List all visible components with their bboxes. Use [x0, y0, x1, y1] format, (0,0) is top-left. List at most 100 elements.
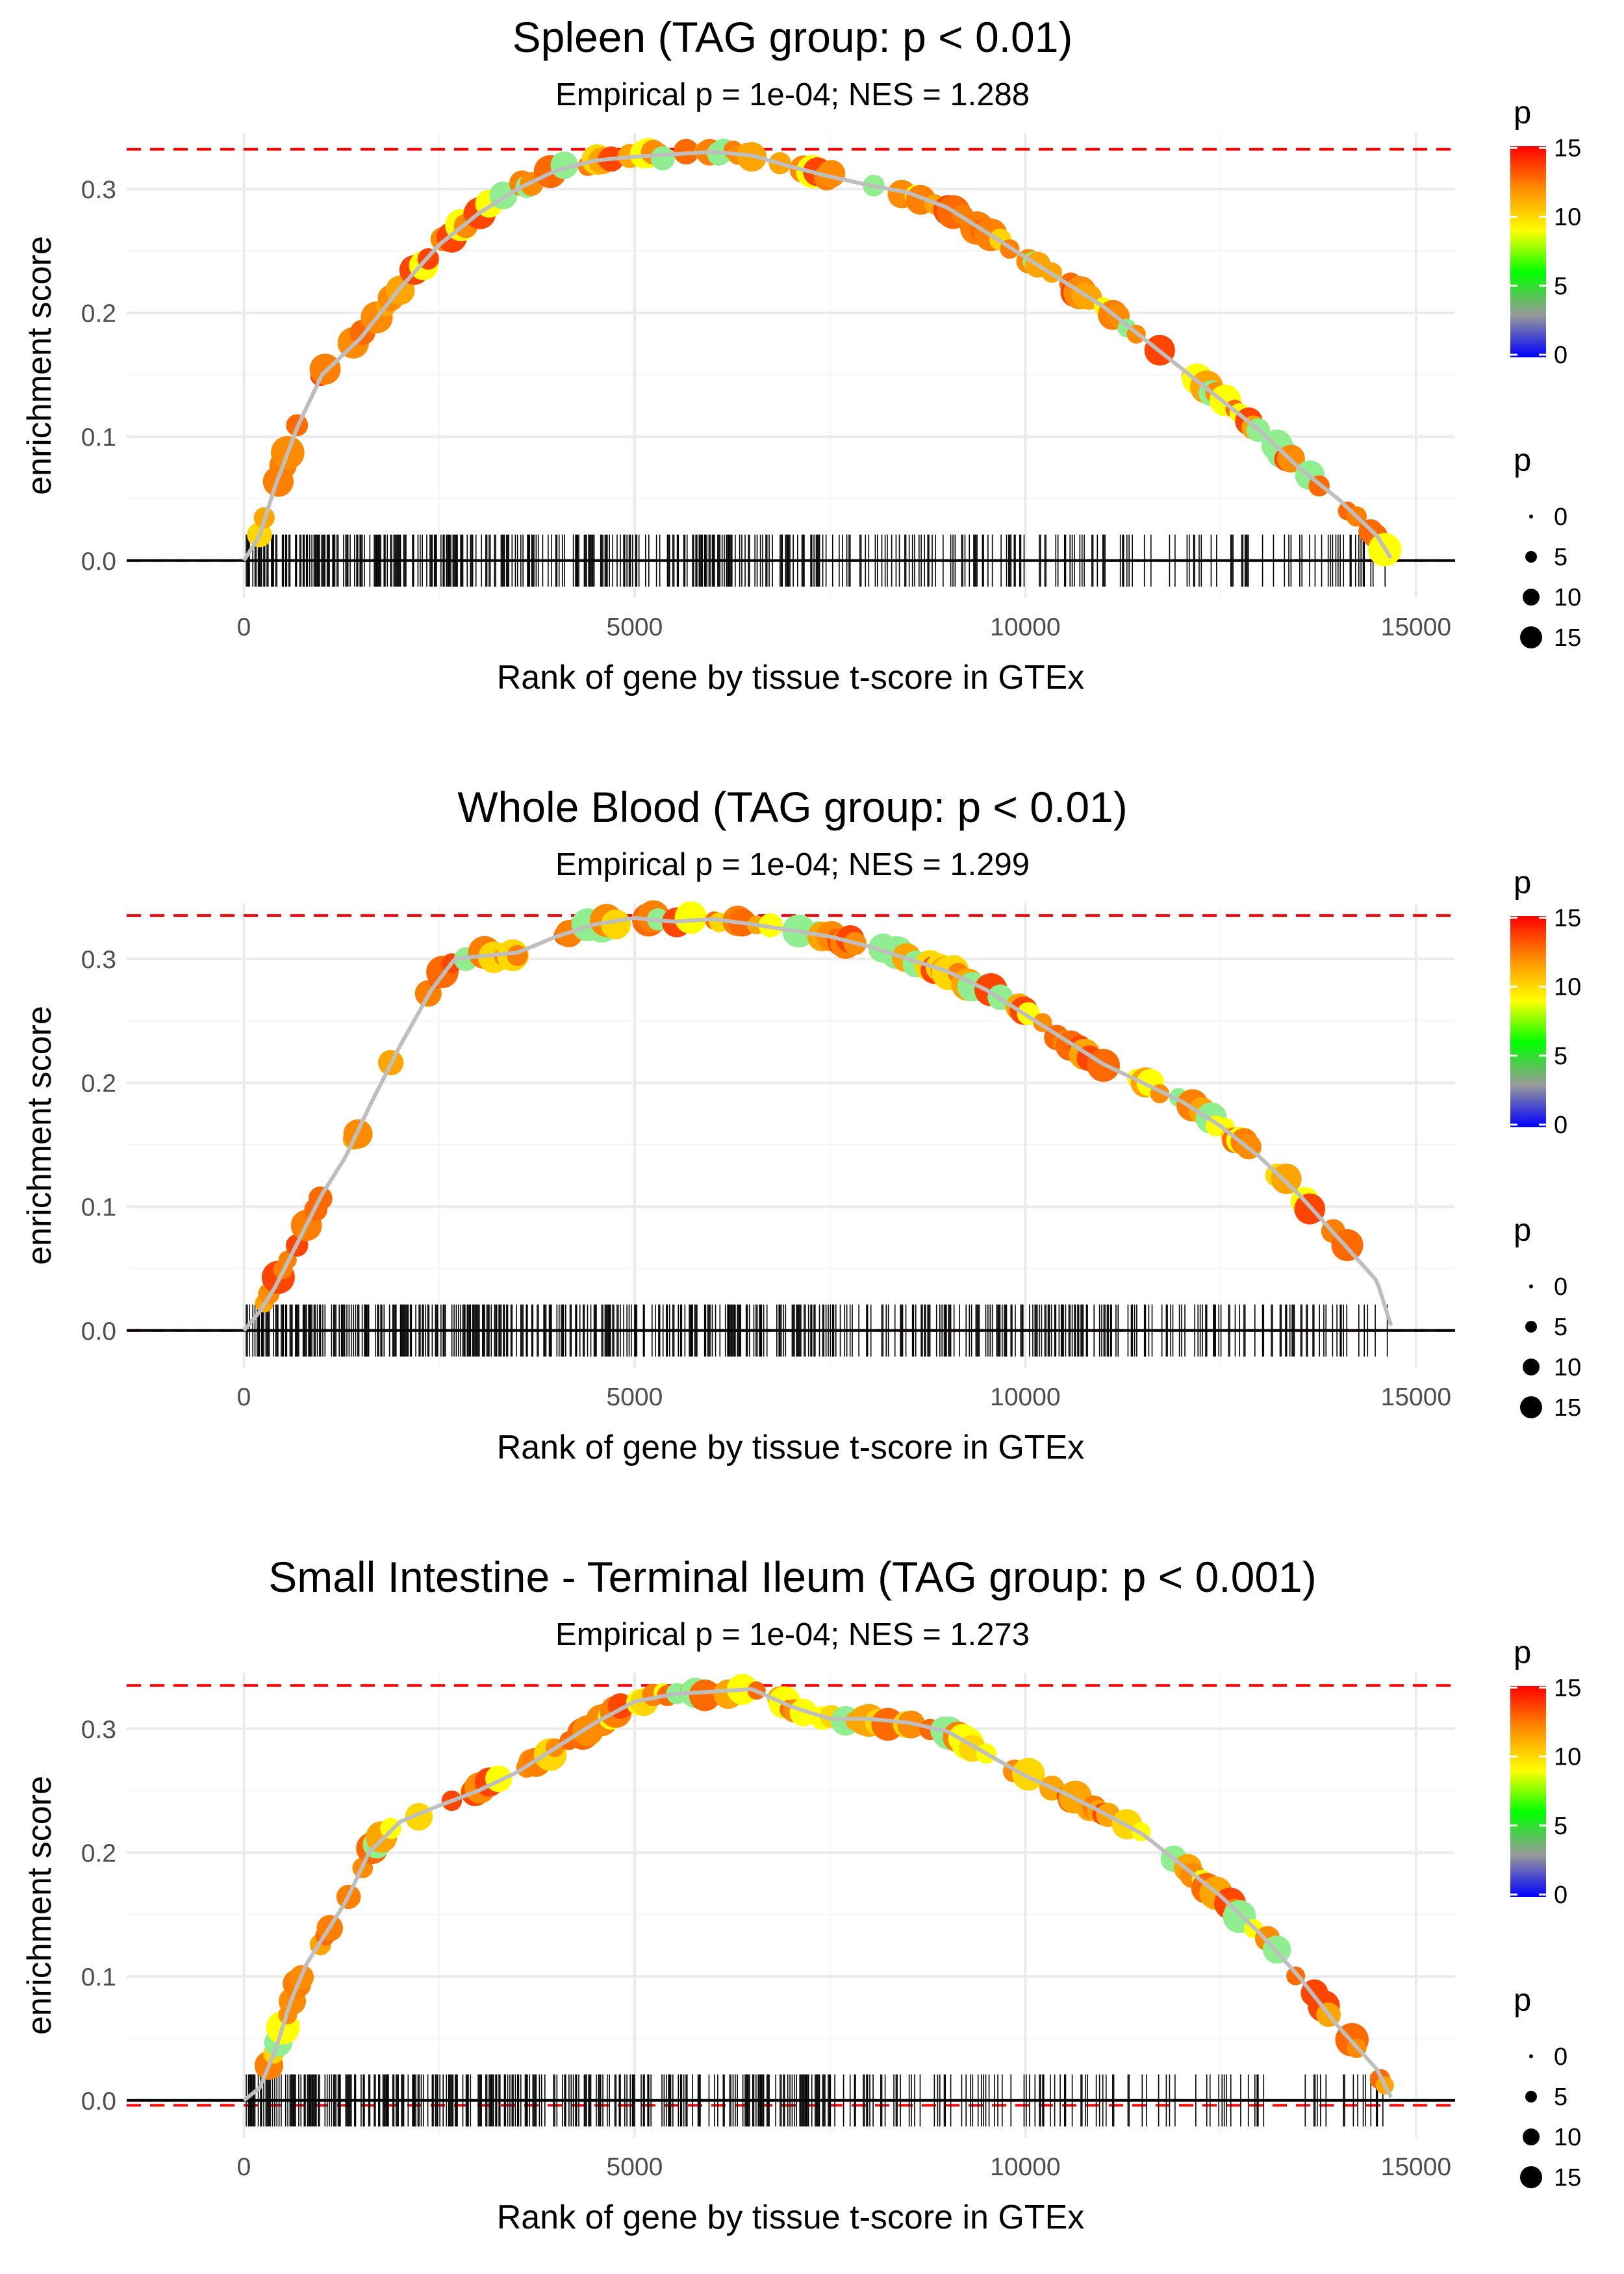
enrichment-point [817, 160, 846, 188]
color-legend-title: p [1514, 96, 1531, 131]
size-legend-label: 5 [1554, 1314, 1567, 1341]
enrichment-point [1271, 1163, 1302, 1194]
size-legend: p0 5 10 15 [1514, 1213, 1581, 1422]
y-axis-title: enrichment score [21, 236, 58, 495]
size-legend-dot [1529, 1284, 1533, 1288]
color-gradient-bar [1510, 146, 1546, 357]
enrichment-points [255, 900, 1364, 1313]
color-legend-label: 15 [1554, 134, 1581, 162]
y-tick-label: 0.2 [81, 300, 116, 327]
enrichment-point [674, 901, 707, 934]
x-tick-label: 0 [237, 2153, 251, 2181]
color-legend-label: 5 [1554, 1043, 1567, 1070]
size-legend-label: 10 [1554, 2124, 1581, 2151]
color-legend-label: 15 [1554, 904, 1581, 932]
y-tick-label: 0.2 [81, 1069, 116, 1097]
panel-title: Spleen (TAG group: p < 0.01) [513, 13, 1073, 61]
size-legend-title: p [1514, 443, 1531, 478]
color-legend-title: p [1514, 865, 1531, 901]
color-legend-label: 0 [1554, 1882, 1567, 1909]
color-legend-title: p [1514, 1635, 1531, 1670]
size-legend-label: 10 [1554, 1354, 1581, 1381]
chart-panel-1: Spleen (TAG group: p < 0.01) Empirical p … [21, 13, 1581, 696]
x-tick-label: 5000 [607, 1383, 663, 1411]
size-legend-label: 15 [1554, 2164, 1581, 2191]
panel-subtitle: Empirical p = 1e-04; NES = 1.299 [555, 847, 1030, 882]
y-tick-label: 0.2 [81, 1839, 116, 1867]
y-tick-label: 0.0 [81, 2088, 116, 2115]
color-legend: p 15 10 5 0 [1510, 1635, 1581, 1909]
size-legend-dot [1520, 626, 1542, 648]
size-legend-dot [1529, 515, 1533, 518]
y-axis-title: enrichment score [21, 1006, 58, 1265]
y-tick-label: 0.1 [81, 1963, 116, 1991]
size-legend: p0 5 10 15 [1514, 443, 1581, 652]
color-legend-label: 0 [1554, 1112, 1567, 1139]
enrichment-point [485, 1765, 513, 1793]
x-axis-title: Rank of gene by tissue t-score in GTEx [497, 1429, 1085, 1466]
size-legend-title: p [1514, 1983, 1531, 2018]
color-legend: p 15 10 5 0 [1510, 96, 1581, 369]
color-legend-label: 10 [1554, 1744, 1581, 1771]
size-legend-dot [1529, 2054, 1533, 2058]
enrichment-point [689, 1679, 721, 1711]
chart-panel-2: Whole Blood (TAG group: p < 0.01) Empiric… [21, 783, 1581, 1466]
size-legend-label: 10 [1554, 584, 1581, 611]
color-legend-label: 10 [1554, 204, 1581, 231]
y-tick-label: 0.3 [81, 946, 116, 974]
color-legend-label: 0 [1554, 342, 1567, 369]
x-tick-label: 15000 [1381, 613, 1451, 641]
x-tick-label: 10000 [990, 2153, 1060, 2181]
size-legend-dot [1525, 2091, 1537, 2102]
y-axis-title: enrichment score [21, 1776, 58, 2035]
size-legend-dot [1523, 1359, 1540, 1375]
color-legend-label: 15 [1554, 1674, 1581, 1702]
color-gradient-bar [1510, 1686, 1546, 1897]
size-legend-dot [1525, 1321, 1537, 1333]
size-legend-label: 15 [1554, 1394, 1581, 1422]
enrichment-curve [242, 1687, 1393, 2102]
size-legend-label: 0 [1554, 2043, 1567, 2071]
size-legend-label: 5 [1554, 544, 1567, 571]
x-axis-title: Rank of gene by tissue t-score in GTEx [497, 2199, 1085, 2236]
y-tick-label: 0.0 [81, 548, 116, 576]
x-tick-label: 5000 [607, 613, 663, 641]
panel-subtitle: Empirical p = 1e-04; NES = 1.273 [555, 1617, 1030, 1652]
enrichment-point [789, 1698, 818, 1727]
y-tick-label: 0.3 [81, 1716, 116, 1744]
color-legend-label: 10 [1554, 974, 1581, 1001]
enrichment-points [247, 138, 1402, 567]
size-legend-dot [1523, 2128, 1540, 2145]
x-tick-label: 0 [237, 1383, 251, 1411]
panel-subtitle: Empirical p = 1e-04; NES = 1.288 [555, 77, 1030, 112]
y-tick-label: 0.0 [81, 1318, 116, 1346]
color-legend: p 15 10 5 0 [1510, 865, 1581, 1139]
size-legend-dot [1525, 551, 1537, 563]
size-legend-dot [1523, 589, 1540, 606]
panel-title: Small Intestine - Terminal Ileum (TAG gr… [268, 1553, 1316, 1601]
enrichment-points [254, 1674, 1394, 2095]
size-legend-title: p [1514, 1213, 1531, 1248]
x-tick-label: 0 [237, 613, 251, 641]
y-tick-label: 0.3 [81, 176, 116, 204]
size-legend-label: 5 [1554, 2084, 1567, 2111]
color-legend-label: 5 [1554, 273, 1567, 300]
enrichment-point [601, 909, 631, 939]
x-tick-label: 10000 [990, 613, 1060, 641]
x-tick-label: 15000 [1381, 2153, 1451, 2181]
panel-title: Whole Blood (TAG group: p < 0.01) [457, 783, 1127, 831]
y-tick-label: 0.1 [81, 1194, 116, 1221]
enrichment-point [650, 146, 675, 171]
size-legend-label: 0 [1554, 504, 1567, 531]
size-legend-dot [1520, 1396, 1542, 1418]
size-legend-dot [1520, 2166, 1542, 2188]
enrichment-point [550, 151, 578, 179]
x-axis-title: Rank of gene by tissue t-score in GTEx [497, 659, 1085, 696]
color-gradient-bar [1510, 916, 1546, 1127]
enrichment-curve [242, 149, 1393, 562]
grid-lines [127, 1673, 1455, 2138]
x-tick-label: 10000 [990, 1383, 1060, 1411]
size-legend-label: 15 [1554, 624, 1581, 652]
color-legend-label: 5 [1554, 1813, 1567, 1840]
